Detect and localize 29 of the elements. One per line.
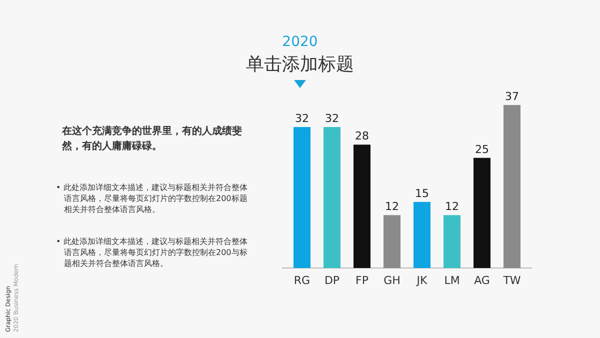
- x-tick-label: GH: [384, 274, 400, 287]
- x-tick-label: RG: [294, 274, 310, 287]
- data-label: 32: [295, 112, 309, 126]
- text: 在这个充满竞争的世界里，有的人成绩斐然，有的人庸庸碌碌。: [62, 124, 243, 154]
- data-label: 28: [355, 130, 369, 143]
- x-tick-label: DP: [324, 274, 340, 287]
- bar: [324, 127, 340, 268]
- text: • 此处添加详细文本描述，建议与标题相关并符合整体语言风格，尽量将每页幻灯片的字数控制在200与标题相关并符合整体语言风格。: [56, 236, 248, 269]
- text: • 此处添加详细文本描述，建议与标题相关并符合整体语言风格，尽量将每页幻灯片的字数控制在200标题相关并符合整体语言风格。: [56, 182, 248, 215]
- x-tick-label: FP: [356, 274, 369, 287]
- x-tick-label: TW: [502, 274, 521, 287]
- data-label: 37: [505, 90, 519, 103]
- x-tick-label: JK: [416, 274, 428, 287]
- data-label: 12: [385, 200, 399, 214]
- x-tick-label: AG: [474, 274, 490, 287]
- data-label: 32: [325, 112, 339, 126]
- bar: [444, 215, 460, 268]
- data-label: 12: [445, 200, 459, 214]
- bar: [294, 127, 310, 268]
- bar: [384, 215, 400, 268]
- chart-title: 单击添加标题: [246, 54, 354, 75]
- data-label: 15: [415, 186, 429, 200]
- data-label: 25: [475, 142, 489, 156]
- chart-subtitle: 2020: [282, 34, 318, 50]
- bar: [354, 144, 370, 268]
- bar: [474, 158, 490, 268]
- bar: [414, 202, 430, 268]
- x-tick-label: LM: [444, 274, 460, 287]
- bar: [504, 105, 520, 268]
